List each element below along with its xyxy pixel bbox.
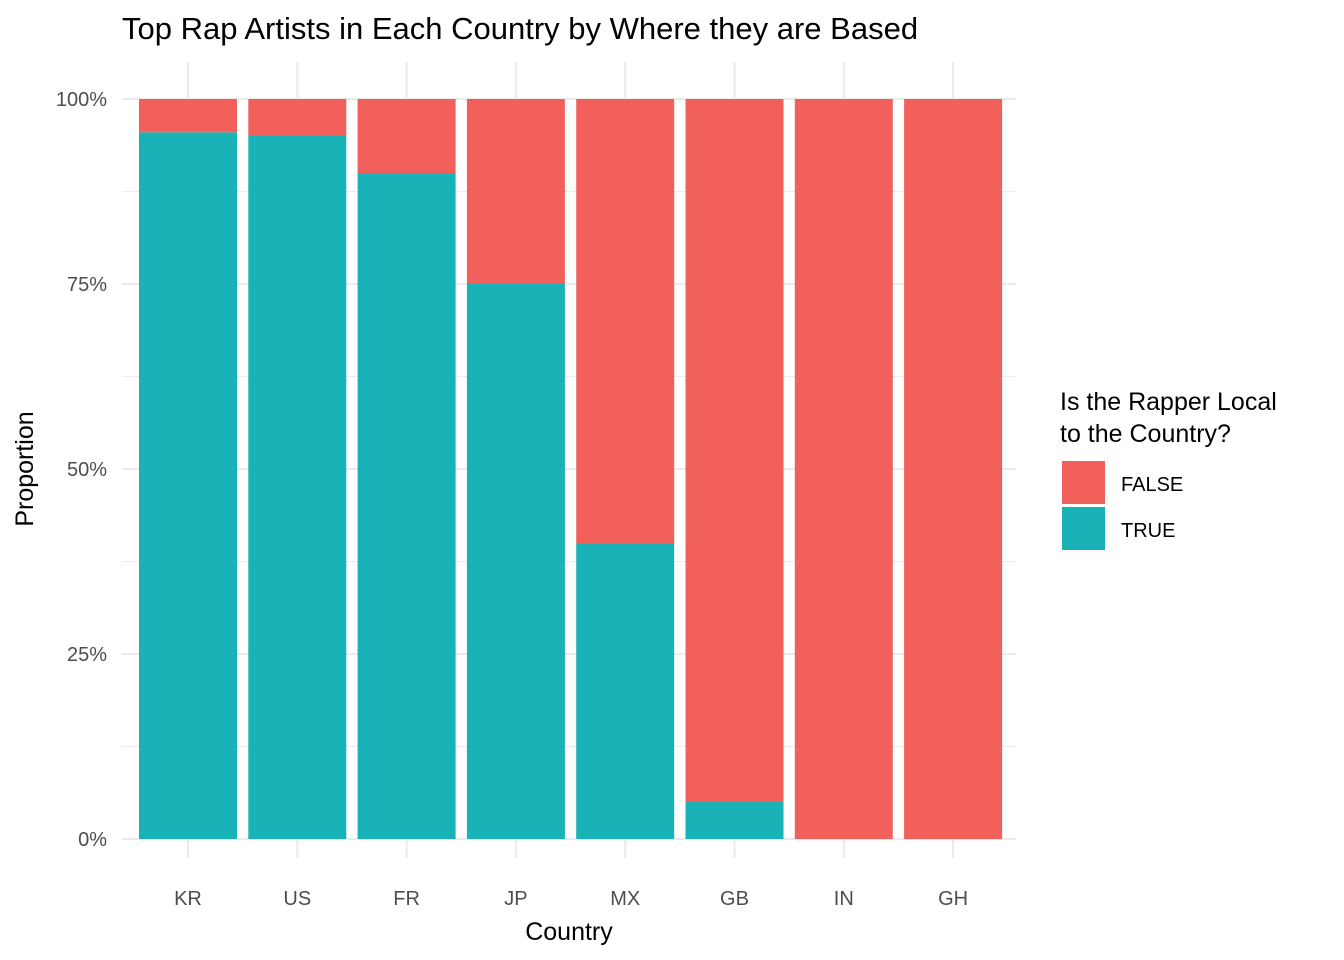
bar-mx-false bbox=[576, 99, 675, 543]
y-tick-label: 50% bbox=[67, 459, 107, 481]
legend-key-false bbox=[1062, 461, 1105, 504]
y-tick-label: 25% bbox=[67, 644, 107, 666]
chart-title: Top Rap Artists in Each Country by Where… bbox=[122, 11, 918, 46]
x-tick-label: FR bbox=[393, 888, 420, 910]
legend: Is the Rapper Local to the Country? FALS… bbox=[1060, 388, 1277, 550]
bar-jp-true bbox=[466, 284, 565, 839]
x-tick-label: GB bbox=[720, 888, 749, 910]
x-tick-label: MX bbox=[610, 888, 640, 910]
bars bbox=[139, 99, 1003, 840]
x-axis-title: Country bbox=[525, 918, 613, 946]
x-axis-ticks: KR US FR JP MX GB IN GH bbox=[174, 888, 968, 910]
y-axis-ticks: 0% 25% 50% 75% 100% bbox=[56, 89, 107, 851]
legend-label-true: TRUE bbox=[1121, 520, 1175, 542]
x-tick-label: JP bbox=[504, 888, 527, 910]
legend-entries: FALSE TRUE bbox=[1062, 461, 1183, 550]
bar-us-false bbox=[248, 99, 347, 136]
bar-gb-false bbox=[685, 99, 784, 802]
bar-in-false bbox=[794, 99, 893, 839]
legend-key-true bbox=[1062, 507, 1105, 550]
legend-title-line-1: Is the Rapper Local bbox=[1060, 388, 1277, 416]
bar-us-true bbox=[248, 136, 347, 839]
x-tick-label: GH bbox=[938, 888, 968, 910]
y-tick-label: 0% bbox=[78, 829, 107, 851]
y-axis-title: Proportion bbox=[11, 411, 39, 526]
x-tick-label: KR bbox=[174, 888, 202, 910]
bar-gb-true bbox=[685, 802, 784, 839]
x-tick-label: US bbox=[283, 888, 311, 910]
bar-mx-true bbox=[576, 543, 675, 839]
legend-title-line-2: to the Country? bbox=[1060, 420, 1231, 448]
legend-label-false: FALSE bbox=[1121, 474, 1183, 496]
bar-fr-false bbox=[357, 99, 456, 173]
bar-fr-true bbox=[357, 173, 456, 839]
bar-jp-false bbox=[466, 99, 565, 284]
bar-kr-true bbox=[139, 132, 237, 840]
bar-kr-false bbox=[139, 99, 237, 133]
y-tick-label: 75% bbox=[67, 274, 107, 296]
y-tick-label: 100% bbox=[56, 89, 107, 111]
bar-gh-false bbox=[904, 99, 1003, 839]
x-tick-label: IN bbox=[834, 888, 854, 910]
